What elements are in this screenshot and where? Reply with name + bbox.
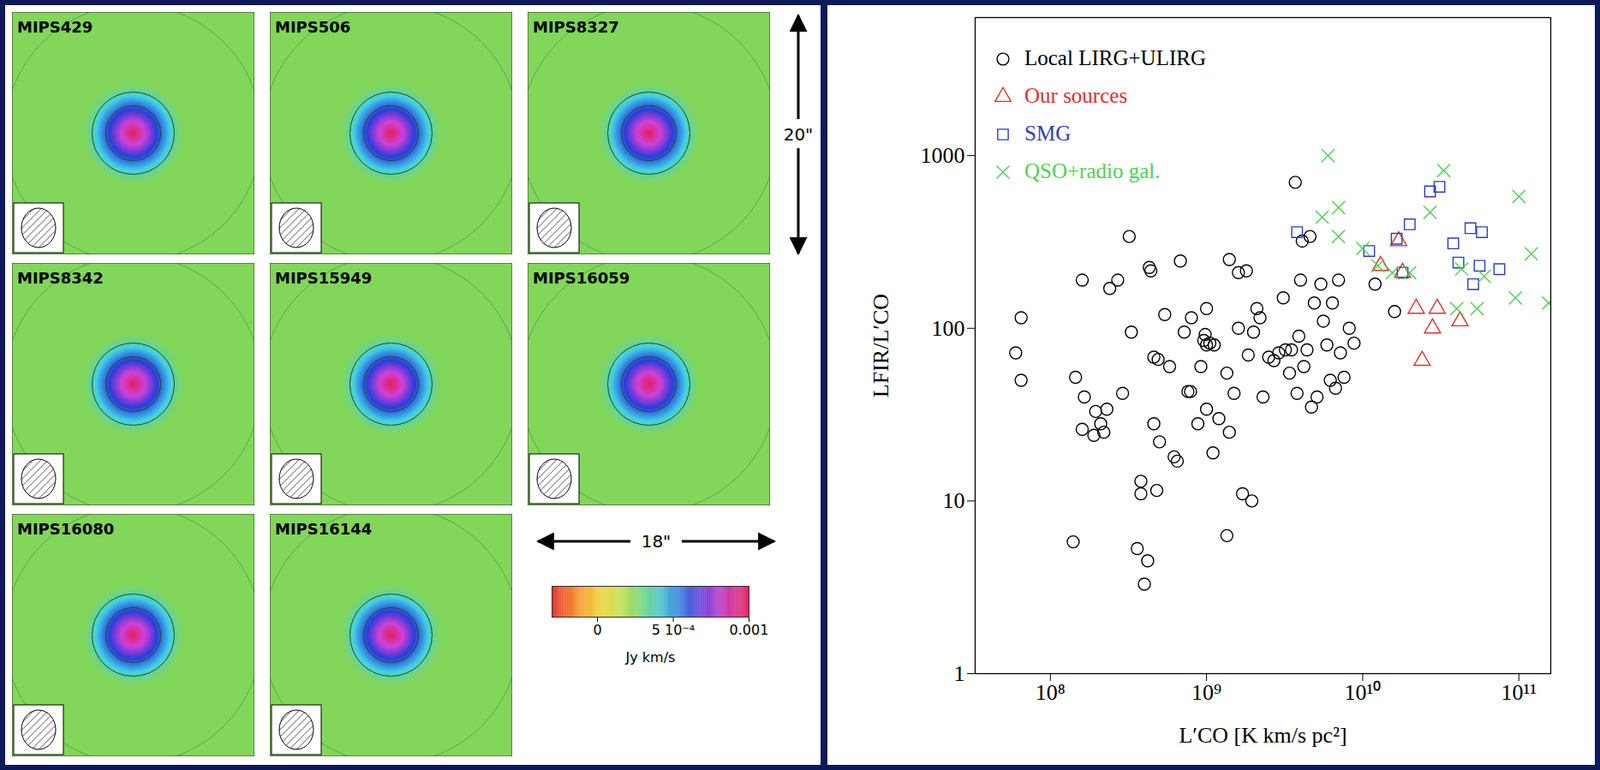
svg-text:10⁹: 10⁹ bbox=[1191, 680, 1222, 705]
svg-text:1: 1 bbox=[954, 661, 966, 687]
svg-text:5 10⁻⁴: 5 10⁻⁴ bbox=[651, 621, 695, 639]
html-text:Local LIRG+ULIRG: Local LIRG+ULIRG bbox=[1024, 46, 1206, 70]
svg-text:18": 18" bbox=[641, 531, 672, 552]
svg-text:Jy km/s: Jy km/s bbox=[625, 649, 676, 666]
svg-text:MIPS16144: MIPS16144 bbox=[274, 519, 372, 538]
svg-text:10¹⁰: 10¹⁰ bbox=[1344, 680, 1382, 705]
svg-text:100: 100 bbox=[931, 316, 966, 341]
svg-text:MIPS15949: MIPS15949 bbox=[274, 268, 372, 287]
svg-text:20": 20" bbox=[783, 124, 814, 145]
svg-text:10: 10 bbox=[943, 488, 966, 514]
svg-text:MIPS429: MIPS429 bbox=[17, 17, 93, 36]
svg-text:MIPS506: MIPS506 bbox=[274, 17, 351, 36]
svg-text:MIPS16059: MIPS16059 bbox=[532, 268, 630, 287]
svg-text:10¹¹: 10¹¹ bbox=[1500, 680, 1537, 705]
html-text:QSO+radio gal.: QSO+radio gal. bbox=[1024, 159, 1161, 183]
svg-text:MIPS8327: MIPS8327 bbox=[532, 17, 620, 36]
svg-text:LFIR/L′CO: LFIR/L′CO bbox=[868, 293, 894, 398]
svg-text:MIPS16080: MIPS16080 bbox=[17, 519, 114, 538]
html-text:Our sources: Our sources bbox=[1024, 83, 1128, 108]
svg-text:10⁸: 10⁸ bbox=[1035, 680, 1066, 705]
svg-text:0: 0 bbox=[592, 621, 602, 639]
svg-text:L′CO [K km/s pc²]: L′CO [K km/s pc²] bbox=[1178, 722, 1347, 748]
html-text:SMG: SMG bbox=[1024, 121, 1071, 145]
svg-text:0.001: 0.001 bbox=[729, 621, 770, 639]
svg-text:MIPS8342: MIPS8342 bbox=[17, 268, 104, 287]
svg-text:1000: 1000 bbox=[920, 143, 966, 168]
